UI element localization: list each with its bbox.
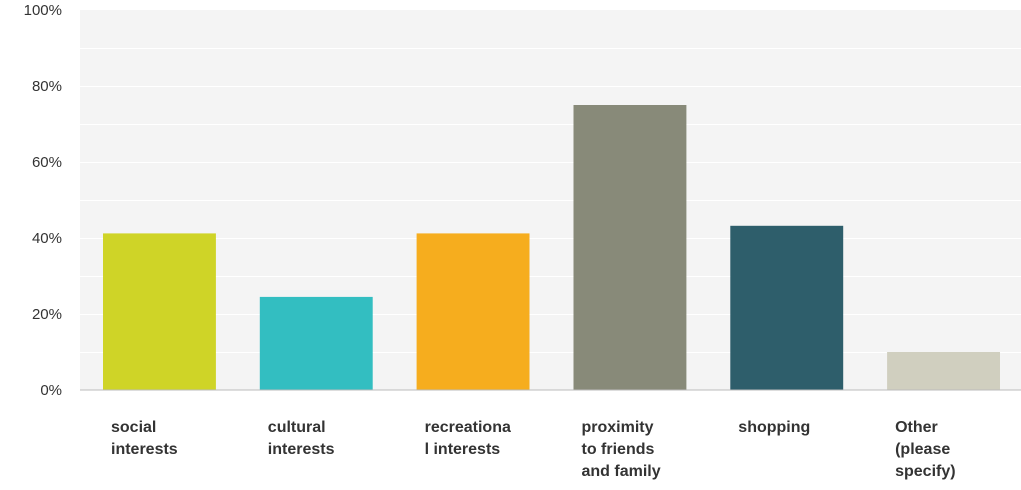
x-category-label: social interests <box>111 419 178 458</box>
y-tick-label: 100% <box>24 2 62 19</box>
bar <box>730 225 844 390</box>
y-tick-label: 80% <box>32 78 62 95</box>
x-category-label: shopping <box>738 419 810 436</box>
x-category-label: cultural interests <box>268 419 335 458</box>
bar <box>887 352 1000 390</box>
x-category-label: proximity to friends and family <box>582 419 661 480</box>
gridlines <box>80 48 1021 353</box>
bar <box>103 233 216 390</box>
y-tick-label: 40% <box>32 230 62 247</box>
y-tick-label: 60% <box>32 154 62 171</box>
y-tick-label: 0% <box>40 382 62 399</box>
bar <box>416 233 530 390</box>
x-category-label: recreationa l interests <box>425 419 511 458</box>
bars <box>103 105 1000 390</box>
y-tick-label: 20% <box>32 306 62 323</box>
bar <box>573 105 687 390</box>
bar <box>259 296 373 390</box>
x-axis-category-labels: social interests cultural interests recreati… <box>111 419 956 480</box>
y-axis-tick-labels: 0% 20% 40% 60% 80% 100% <box>24 2 62 399</box>
x-category-label: Other (please specify) <box>895 419 955 480</box>
